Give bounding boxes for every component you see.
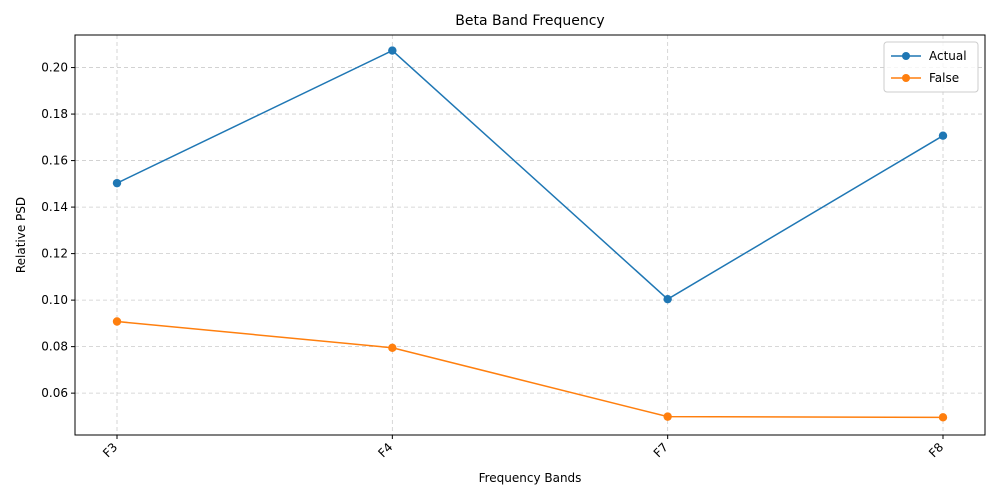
legend-label-false: False [929, 71, 959, 85]
y-tick-label: 0.12 [41, 247, 68, 261]
y-tick-label: 0.08 [41, 340, 68, 354]
x-tick-label: F7 [651, 440, 671, 460]
chart-title: Beta Band Frequency [455, 13, 604, 29]
y-tick-label: 0.16 [41, 154, 68, 168]
plot-frame [74, 34, 986, 436]
legend-marker-actual [902, 52, 910, 60]
y-axis-label: Relative PSD [14, 197, 28, 273]
data-point-actual [663, 294, 672, 304]
data-point-actual [938, 131, 948, 140]
y-tick-label: 0.20 [41, 61, 68, 75]
x-tick-label: F8 [926, 440, 946, 460]
series-line-false [116, 320, 944, 419]
x-tick-label: F3 [100, 440, 120, 460]
series-layer [112, 46, 948, 422]
series-line-actual [116, 49, 944, 301]
y-tick-label: 0.06 [41, 386, 68, 400]
legend: Actual False [883, 41, 979, 93]
data-point-false [663, 412, 672, 421]
y-tick-label: 0.14 [41, 200, 68, 214]
x-tick-label: F4 [375, 440, 395, 460]
y-tick-label: 0.10 [41, 293, 68, 307]
x-axis-label: Frequency Bands [479, 471, 582, 485]
grid [75, 35, 985, 435]
data-point-false [112, 317, 122, 326]
data-point-actual [112, 178, 122, 188]
legend-label-actual: Actual [929, 49, 967, 63]
x-axis: F3 F4 F7 F8 [100, 435, 946, 460]
legend-marker-false [902, 74, 910, 82]
data-point-false [388, 343, 397, 352]
data-point-false [938, 413, 948, 422]
data-point-actual [388, 46, 397, 55]
y-axis: 0.06 0.08 0.10 0.12 0.14 0.16 0.18 0.20 [41, 61, 75, 400]
y-tick-label: 0.18 [41, 107, 68, 121]
